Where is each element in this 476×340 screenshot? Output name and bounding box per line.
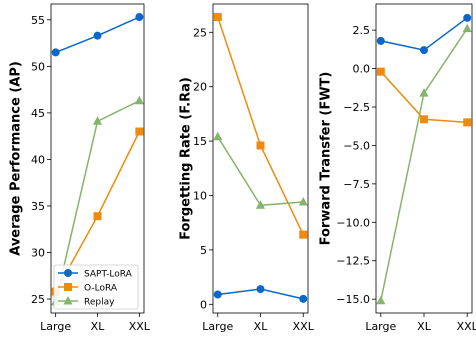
data-point-replay [255, 200, 266, 209]
x-tick-label: XXL [129, 320, 151, 333]
series-line-replay [380, 28, 468, 301]
legend-box [53, 264, 139, 310]
x-tick-label: XL [254, 320, 269, 333]
series-line-sapt-lora [380, 17, 468, 51]
data-point-replay [376, 295, 386, 305]
data-point-o-lora [135, 127, 144, 136]
x-tick-label: Large [202, 320, 233, 333]
y-tick-label: 30 [31, 247, 45, 260]
y-tick-label: 5 [200, 244, 207, 257]
data-point-o-lora [213, 13, 222, 22]
y-tick-label: 10 [193, 189, 207, 202]
y-tick-label: −12.5 [336, 255, 370, 268]
y-axis-label: Forward Transfer (FWT) [319, 72, 334, 246]
y-tick-label: 15 [193, 135, 207, 148]
y-tick-label: 35 [31, 200, 45, 213]
data-point-o-lora [93, 212, 102, 221]
legend-marker [63, 296, 73, 305]
y-tick-label: −2.5 [343, 101, 370, 114]
y-tick-label: 0 [200, 298, 207, 311]
y-tick-label: −10.0 [336, 216, 370, 229]
legend: SAPT-LoRA O-LoRA Replay [53, 264, 139, 310]
data-point-o-lora [463, 118, 472, 127]
y-tick-label: 40 [31, 153, 45, 166]
data-point-sapt-lora [93, 31, 102, 40]
data-point-o-lora [420, 115, 428, 124]
data-point-o-lora [256, 141, 265, 150]
x-tick-label: XL [91, 320, 106, 333]
legend-marker [64, 269, 72, 277]
y-tick-label: 25 [31, 293, 45, 306]
legend-marker [64, 283, 72, 291]
x-tick-label: Large [365, 320, 396, 333]
data-point-sapt-lora [213, 290, 222, 299]
chart-panel-2: 0 5 10 15 20 25 Large XL XXL Forgetting Rate (F.R… [179, 3, 315, 333]
data-point-sapt-lora [420, 46, 428, 55]
plot-frame [375, 3, 473, 314]
y-axis-label: Average Performance (AP) [9, 61, 24, 256]
y-tick-label: 0.0 [353, 63, 371, 76]
data-point-o-lora [299, 230, 308, 239]
data-point-replay [298, 197, 308, 206]
y-tick-label: 2.5 [353, 24, 371, 37]
y-tick-label: 20 [193, 81, 207, 94]
data-point-sapt-lora [299, 294, 308, 303]
x-tick-label: XXL [457, 320, 476, 333]
y-axis-label: Forgetting Rate (F.Ra) [179, 77, 194, 240]
data-point-o-lora [376, 67, 385, 76]
data-point-replay [419, 88, 429, 97]
plot-frame [50, 3, 145, 314]
data-point-replay [462, 23, 472, 33]
legend-label: Replay [84, 298, 115, 308]
x-tick-label: XXL [293, 320, 315, 333]
chart-panel-1: 25 30 35 40 45 50 55 Large XL XXL Average Performa… [9, 3, 151, 333]
chart-panel-3: 2.5 0.0 −2.5 −5.0 −7.5 −10.0 −12.5 −15.0 Large XL… [319, 3, 476, 333]
y-tick-label: 45 [31, 107, 45, 120]
data-point-sapt-lora [463, 13, 472, 22]
x-tick-label: XL [417, 320, 432, 333]
y-tick-label: 25 [193, 26, 207, 39]
data-point-sapt-lora [376, 36, 385, 45]
plot-frame [212, 3, 309, 314]
data-point-replay [134, 95, 144, 105]
data-point-sapt-lora [135, 13, 144, 22]
legend-label: SAPT-LoRA [84, 270, 133, 280]
y-tick-label: 50 [31, 60, 45, 73]
x-tick-label: Large [40, 320, 71, 333]
data-point-sapt-lora [256, 285, 265, 294]
y-tick-label: 55 [31, 14, 45, 27]
series-line-o-lora [380, 71, 468, 124]
y-tick-label: −7.5 [343, 178, 370, 191]
legend-label: O-LoRA [84, 284, 118, 294]
y-tick-label: −15.0 [336, 293, 370, 306]
data-point-sapt-lora [51, 48, 60, 57]
data-point-replay [213, 131, 223, 141]
y-tick-label: −5.0 [343, 139, 370, 152]
data-point-replay [92, 116, 103, 125]
